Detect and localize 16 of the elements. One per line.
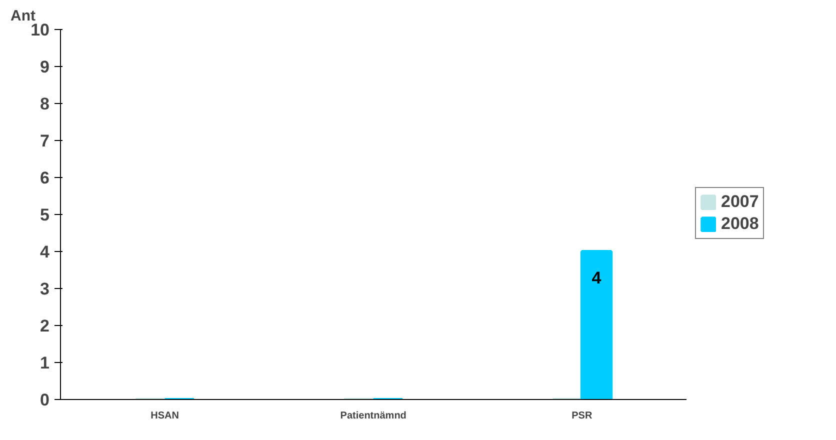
y-tick-label: 6 — [40, 168, 50, 188]
y-tick-label: 2 — [40, 316, 50, 336]
y-tick-label: 1 — [40, 354, 50, 372]
x-tick-label: PSR — [572, 410, 593, 422]
data-label: 4 — [592, 268, 602, 288]
y-tick-label: 3 — [40, 280, 50, 298]
y-tick-label: 7 — [40, 132, 50, 150]
x-tick-label: Patientnämnd — [340, 410, 406, 422]
x-tick-label: HSAN — [150, 410, 179, 422]
y-tick-label: 4 — [40, 242, 50, 262]
y-tick-label: 5 — [40, 206, 50, 224]
y-tick-label: 8 — [40, 94, 50, 114]
legend-label: 2008 — [721, 214, 759, 234]
legend-label: 2007 — [721, 192, 759, 212]
y-tick-label: 0 — [40, 390, 50, 410]
y-tick-label: 9 — [40, 58, 50, 76]
